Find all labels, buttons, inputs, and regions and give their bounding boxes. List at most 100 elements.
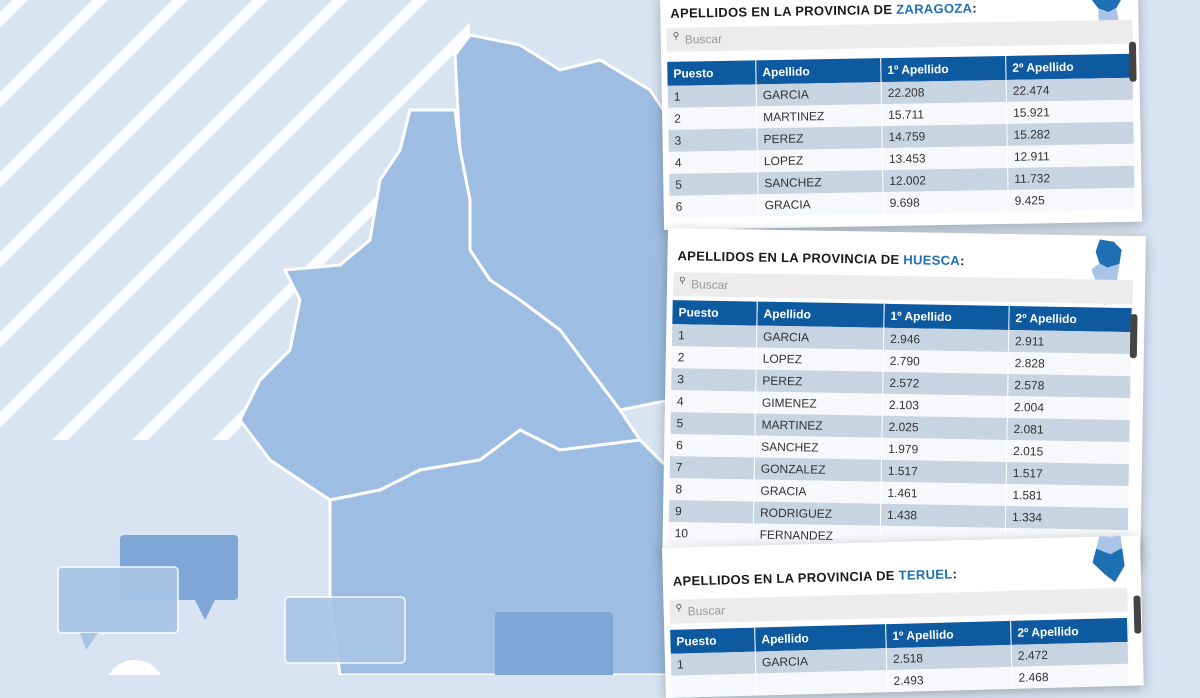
zaragoza-card: APELLIDOS EN LA PROVINCIA DE ZARAGOZA: ⚲… [660, 0, 1143, 230]
second-surname-cell: 1.334 [1005, 505, 1129, 531]
rank-cell: 2 [667, 106, 757, 130]
search-icon: ⚲ [679, 275, 686, 286]
col-second-surname[interactable]: 2º Apellido [1008, 305, 1133, 333]
surname-cell: GRACIA [753, 479, 882, 504]
rank-cell: 8 [669, 478, 755, 502]
speech-bubbles-decoration [57, 535, 613, 675]
rank-cell: 5 [669, 172, 759, 196]
surname-cell: SANCHEZ [757, 170, 883, 195]
surname-cell: GRACIA [758, 192, 884, 217]
rank-cell: 1 [670, 651, 756, 676]
second-surname-cell: 2.081 [1006, 417, 1131, 443]
first-surname-cell: 1.979 [881, 437, 1007, 462]
second-surname-cell: 2.578 [1007, 373, 1131, 399]
first-surname-cell: 2.493 [886, 666, 1013, 693]
rank-cell: 2 [671, 346, 757, 370]
teruel-title: APELLIDOS EN LA PROVINCIA DE TERUEL: [672, 566, 958, 589]
province-name: TERUEL [898, 566, 953, 583]
second-surname-cell: 12.911 [1007, 143, 1135, 168]
surname-cell: GONZALEZ [754, 457, 882, 482]
second-surname-cell: 11.732 [1007, 165, 1135, 190]
huesca-card: APELLIDOS EN LA PROVINCIA DE HUESCA: ⚲ B… [662, 228, 1146, 565]
second-surname-cell: 15.921 [1006, 99, 1134, 124]
zaragoza-scrollbar[interactable] [1128, 41, 1137, 82]
huesca-title: APELLIDOS EN LA PROVINCIA DE HUESCA: [677, 248, 965, 269]
surname-cell: RODRIGUEZ [753, 501, 881, 526]
zaragoza-title: APELLIDOS EN LA PROVINCIA DE ZARAGOZA: [670, 0, 978, 21]
rank-cell: 3 [668, 128, 758, 152]
surname-cell: PEREZ [756, 126, 883, 151]
rank-cell: 6 [669, 194, 759, 218]
second-surname-cell: 2.015 [1006, 439, 1130, 465]
zaragoza-search-input[interactable]: ⚲ Buscar [666, 19, 1133, 52]
background-illustration [0, 0, 672, 675]
search-icon: ⚲ [672, 30, 680, 41]
aragon-map [238, 33, 672, 675]
first-surname-cell: 2.790 [883, 349, 1009, 374]
teruel-scrollbar[interactable] [1133, 595, 1142, 634]
surname-cell: GARCIA [756, 325, 884, 350]
col-surname[interactable]: Apellido [754, 624, 887, 652]
rank-cell: 5 [670, 412, 756, 436]
col-surname[interactable]: Apellido [756, 301, 885, 328]
col-rank[interactable]: Puesto [670, 627, 756, 654]
col-surname[interactable]: Apellido [755, 58, 882, 85]
aragon-province-map-icon [1092, 535, 1125, 583]
col-first-surname[interactable]: 1º Apellido [883, 303, 1010, 330]
second-surname-cell: 1.581 [1005, 483, 1130, 509]
rank-cell: 3 [671, 368, 757, 392]
surname-cell: SANCHEZ [754, 435, 882, 460]
col-first-surname[interactable]: 1º Apellido [880, 55, 1007, 83]
first-surname-cell: 12.002 [882, 167, 1008, 193]
col-second-surname[interactable]: 2º Apellido [1005, 53, 1134, 80]
teruel-surname-table: Puesto Apellido 1º Apellido 2º Apellido … [670, 617, 1130, 698]
huesca-surname-table: Puesto Apellido 1º Apellido 2º Apellido … [668, 300, 1133, 553]
first-surname-cell: 15.711 [881, 101, 1007, 127]
first-surname-cell: 13.453 [882, 145, 1008, 171]
surname-cell: GIMENEZ [755, 391, 883, 416]
second-surname-cell: 15.282 [1006, 121, 1135, 146]
teruel-card: APELLIDOS EN LA PROVINCIA DE TERUEL: ⚲ B… [662, 535, 1144, 698]
rank-cell: 1 [667, 84, 757, 108]
col-first-surname[interactable]: 1º Apellido [885, 620, 1012, 649]
second-surname-cell: 2.468 [1011, 663, 1130, 689]
surname-cell: MARTINEZ [754, 413, 883, 438]
surname-cell: LOPEZ [756, 347, 884, 372]
first-surname-cell: 1.438 [880, 503, 1006, 528]
first-surname-cell: 2.025 [881, 415, 1008, 440]
col-second-surname[interactable]: 2º Apellido [1010, 617, 1129, 645]
rank-cell: 9 [668, 500, 754, 524]
second-surname-cell: 1.517 [1006, 461, 1130, 487]
rank-cell: 10 [668, 522, 754, 546]
first-surname-cell: 9.698 [882, 189, 1009, 215]
rank-cell: 6 [670, 434, 755, 458]
first-surname-cell: 2.103 [882, 393, 1008, 418]
second-surname-cell: 2.911 [1008, 329, 1132, 355]
huesca-search-input[interactable]: ⚲ Buscar [672, 272, 1134, 305]
second-surname-cell: 2.004 [1007, 395, 1131, 421]
surname-cell: MARTINEZ [756, 104, 882, 129]
col-rank[interactable]: Puesto [672, 300, 758, 326]
col-rank[interactable]: Puesto [667, 60, 757, 86]
zaragoza-surname-table: Puesto Apellido 1º Apellido 2º Apellido … [667, 53, 1136, 218]
first-surname-cell: 2.946 [883, 327, 1009, 352]
rank-cell: 4 [668, 150, 758, 174]
search-icon: ⚲ [675, 602, 683, 613]
first-surname-cell: 1.461 [880, 481, 1007, 506]
province-name: ZARAGOZA [896, 0, 973, 17]
second-surname-cell: 2.828 [1008, 351, 1132, 377]
first-surname-cell: 14.759 [881, 123, 1008, 149]
second-surname-cell: 2.472 [1011, 641, 1129, 667]
second-surname-cell: 9.425 [1007, 187, 1136, 212]
teruel-search-input[interactable]: ⚲ Buscar [669, 587, 1128, 624]
surname-cell [755, 670, 888, 696]
rank-cell: 4 [670, 390, 756, 414]
first-surname-cell: 22.208 [881, 79, 1007, 105]
first-surname-cell: 2.572 [882, 371, 1009, 396]
rank-cell: 1 [671, 324, 757, 348]
rank-cell [671, 673, 757, 698]
second-surname-cell: 22.474 [1006, 77, 1134, 102]
rank-cell: 7 [669, 456, 755, 480]
huesca-scrollbar[interactable] [1129, 314, 1138, 359]
first-surname-cell: 1.517 [881, 459, 1007, 484]
